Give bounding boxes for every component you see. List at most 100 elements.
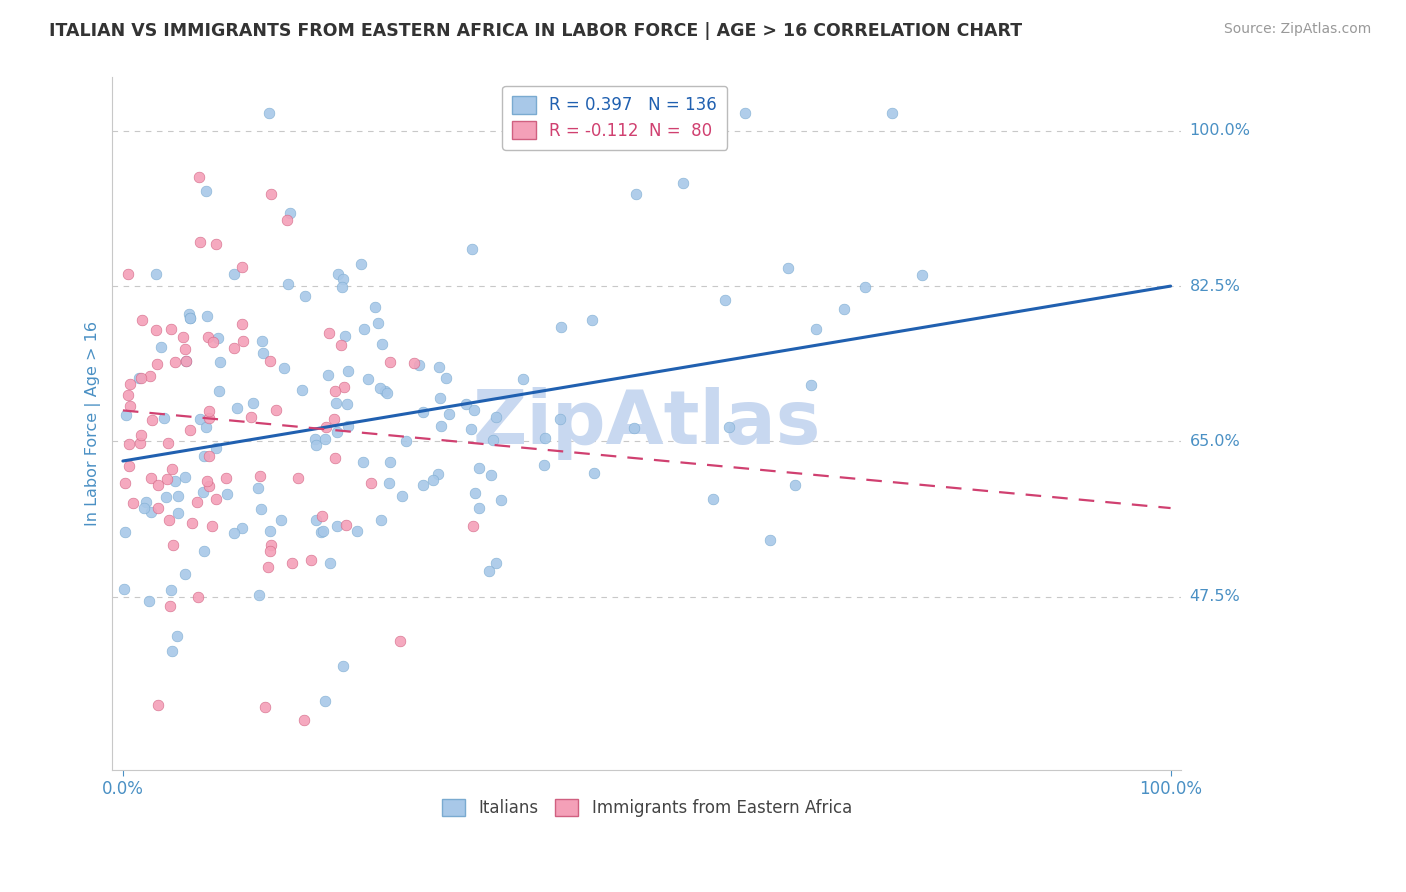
Y-axis label: In Labor Force | Age > 16: In Labor Force | Age > 16 (86, 321, 101, 526)
Text: ITALIAN VS IMMIGRANTS FROM EASTERN AFRICA IN LABOR FORCE | AGE > 16 CORRELATION : ITALIAN VS IMMIGRANTS FROM EASTERN AFRIC… (49, 22, 1022, 40)
Point (202, 334, 225, 349)
Point (391, 490, 413, 504)
Point (350, 258, 373, 272)
Point (330, 338, 353, 352)
Point (257, 560, 280, 574)
Point (162, 538, 184, 552)
Point (427, 360, 450, 375)
Point (316, 368, 339, 382)
Point (276, 213, 298, 227)
Point (167, 506, 190, 520)
Point (624, 186, 647, 201)
Point (188, 412, 211, 426)
Point (464, 486, 486, 500)
Point (305, 513, 328, 527)
Point (174, 470, 197, 484)
Point (360, 475, 382, 490)
Point (311, 509, 333, 524)
Point (911, 268, 934, 282)
Point (333, 328, 356, 343)
Point (292, 713, 315, 727)
Point (138, 594, 160, 608)
Point (332, 659, 354, 673)
Point (131, 313, 153, 327)
Point (146, 698, 169, 712)
Point (337, 363, 360, 377)
Point (426, 467, 449, 482)
Point (323, 450, 346, 465)
Point (198, 449, 221, 463)
Point (380, 355, 402, 369)
Point (294, 289, 316, 303)
Point (468, 500, 491, 515)
Point (195, 474, 218, 488)
Point (623, 421, 645, 435)
Point (714, 293, 737, 307)
Point (205, 236, 228, 251)
Point (177, 307, 200, 321)
Point (145, 323, 167, 337)
Point (389, 633, 412, 648)
Point (260, 186, 283, 201)
Point (239, 409, 262, 424)
Point (550, 320, 572, 334)
Point (139, 471, 162, 485)
Point (128, 371, 150, 385)
Text: Source: ZipAtlas.com: Source: ZipAtlas.com (1223, 22, 1371, 37)
Point (533, 431, 555, 445)
Text: 82.5%: 82.5% (1189, 278, 1240, 293)
Point (232, 334, 254, 349)
Point (314, 693, 336, 707)
Point (395, 434, 418, 449)
Point (139, 505, 162, 519)
Point (198, 411, 221, 425)
Point (259, 354, 281, 368)
Point (404, 356, 426, 370)
Point (207, 330, 229, 344)
Point (163, 474, 186, 488)
Point (180, 516, 202, 530)
Point (174, 566, 197, 581)
Point (157, 513, 180, 527)
Point (129, 371, 152, 385)
Point (115, 408, 138, 422)
Point (209, 355, 232, 369)
Point (157, 436, 180, 450)
Point (380, 455, 402, 469)
Legend: Italians, Immigrants from Eastern Africa: Italians, Immigrants from Eastern Africa (434, 792, 859, 824)
Point (188, 169, 211, 184)
Point (479, 467, 502, 482)
Point (172, 330, 194, 344)
Point (186, 495, 208, 509)
Point (155, 491, 177, 505)
Point (201, 519, 224, 533)
Point (224, 267, 246, 281)
Point (485, 556, 508, 570)
Point (231, 318, 253, 332)
Point (463, 402, 485, 417)
Point (174, 343, 197, 357)
Point (880, 106, 903, 120)
Point (246, 481, 269, 495)
Point (215, 471, 238, 485)
Point (146, 357, 169, 371)
Point (193, 544, 215, 558)
Point (114, 524, 136, 539)
Point (478, 564, 501, 578)
Point (832, 301, 855, 316)
Point (325, 396, 347, 410)
Point (259, 524, 281, 539)
Point (305, 438, 328, 452)
Point (281, 556, 304, 570)
Point (146, 478, 169, 492)
Point (149, 340, 172, 354)
Point (253, 700, 276, 714)
Point (280, 206, 302, 220)
Point (422, 473, 444, 487)
Point (159, 599, 181, 614)
Point (259, 544, 281, 558)
Point (160, 322, 183, 336)
Point (250, 334, 273, 348)
Point (166, 489, 188, 503)
Point (117, 388, 139, 402)
